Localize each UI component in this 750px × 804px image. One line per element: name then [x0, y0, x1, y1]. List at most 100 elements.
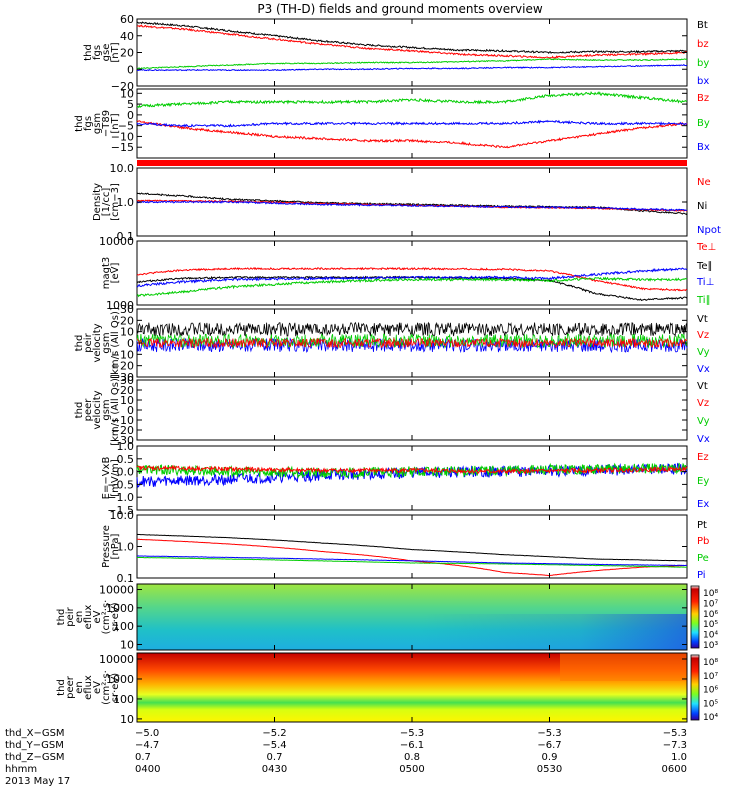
- y-tick-label: 10: [120, 638, 134, 651]
- y-tick-label: 10: [120, 713, 134, 726]
- y-axis-label: gsm: [101, 399, 112, 420]
- y-tick-label: 30: [120, 374, 134, 387]
- y-axis-label: sr·eV): [110, 602, 121, 631]
- colorbar-tick-label: 10⁷: [703, 599, 718, 609]
- y-axis-label: velocity: [92, 323, 103, 362]
- ephemeris-value: 0.9: [542, 752, 558, 763]
- ephemeris-label: hhmm: [5, 764, 37, 775]
- colorbar-tick-label: 10⁸: [703, 589, 718, 599]
- colorbar: [690, 585, 700, 649]
- series-line-Te⊥: [136, 266, 688, 292]
- legend-Vt: Vt: [697, 381, 708, 392]
- y-tick-label: 10: [120, 87, 134, 100]
- y-axis-label: (cm²·s·: [101, 670, 112, 705]
- panel-peer_spec: 10⁸ 10⁷ 10⁶ 10⁵ 10⁴ 10000 1000 100 10 thdpeerenef…: [56, 652, 718, 726]
- colorbar-tick-label: 10⁷: [703, 672, 718, 682]
- colorbar-tick-label: 10⁵: [703, 699, 718, 709]
- y-axis-label: gse: [101, 44, 112, 62]
- ephemeris-value: −7.3: [663, 740, 687, 751]
- panel-efield: Ez Ey Ex 1.00.50.0−0.5−1.0−1.5 E=−VxB[mV/m]: [101, 440, 709, 517]
- y-tick-label: 1000: [106, 673, 134, 686]
- legend-Te∥: Te∥: [696, 261, 713, 272]
- series-line-Ti⊥: [136, 267, 688, 288]
- y-axis-label: thd: [56, 679, 67, 696]
- peir-spec-lowflux: [420, 614, 687, 650]
- panel-peir_spec: 10⁸10⁷10⁶10⁵10⁴10³10000100010010thdpeire…: [56, 583, 718, 651]
- y-tick-label: −20: [111, 80, 134, 93]
- series-line-Npot: [136, 200, 688, 212]
- legend-Pe: Pe: [697, 553, 709, 564]
- series-line-Vz: [136, 337, 688, 350]
- y-tick-label: 10.0: [110, 162, 135, 175]
- y-axis-label: −T89: [101, 110, 112, 137]
- ephemeris-value: −4.7: [135, 740, 159, 751]
- y-tick-label: 100: [113, 693, 134, 706]
- legend-Pt: Pt: [697, 520, 707, 531]
- y-tick-label: 1.0: [117, 541, 135, 554]
- colorbar-tick-label: 10⁴: [703, 713, 718, 723]
- y-tick-label: 1000: [106, 602, 134, 615]
- ephemeris-value: 0500: [399, 764, 424, 775]
- ephemeris-value: −5.0: [135, 728, 159, 739]
- colorbar-tick-label: 10⁵: [703, 620, 718, 630]
- y-axis-label: [km/s (All Qs)]: [110, 307, 121, 379]
- series-line-Vy: [136, 333, 688, 349]
- ephemeris-value: −5.4: [262, 740, 286, 751]
- colorbar-tick-label: 10⁸: [703, 658, 718, 668]
- y-axis-label: gsm: [92, 113, 103, 134]
- y-tick-label: −1.0: [107, 491, 134, 504]
- y-tick-label: 100: [113, 620, 134, 633]
- y-axis-label: [km/s (All Qs)]: [110, 374, 121, 446]
- y-axis-label: peir: [65, 606, 76, 626]
- panel-pressure: Pt Pb Pe Pi 10.0 1.0 0.1 Pressure[nPa]: [101, 509, 709, 585]
- series-line-Bt: [136, 21, 688, 55]
- y-axis-label: peer: [65, 675, 76, 699]
- y-axis-label: velocity: [92, 390, 103, 429]
- y-axis-label: [nT]: [110, 42, 121, 62]
- y-axis-label: Pressure: [101, 525, 112, 568]
- y-axis-label: [nPa]: [110, 533, 121, 559]
- legend-Pb: Pb: [697, 536, 709, 547]
- chart-title: P3 (TH-D) fields and ground moments over…: [257, 2, 542, 16]
- series-line-Ti∥: [136, 276, 688, 298]
- y-axis-label: [eV]: [110, 263, 121, 284]
- y-tick-label: 0.1: [117, 230, 135, 243]
- ephemeris-label: thd_X−GSM: [5, 728, 65, 739]
- y-axis-label: Density: [92, 183, 103, 221]
- series-line-Ne: [136, 199, 688, 212]
- y-tick-label: 10.0: [110, 509, 135, 522]
- legend-Vy: Vy: [697, 416, 710, 427]
- legend-Vx: Vx: [697, 434, 710, 445]
- peer-spec-change: [560, 653, 687, 681]
- y-axis-label: eV: [92, 610, 103, 623]
- flag-bar: [137, 160, 687, 166]
- ephemeris-value: −6.1: [400, 740, 424, 751]
- ephemeris-value: −6.7: [537, 740, 561, 751]
- y-tick-label: 20: [120, 314, 134, 327]
- series-line-Pe: [136, 556, 687, 568]
- y-axis-label: sr·eV): [110, 673, 121, 702]
- y-tick-label: 0: [127, 404, 134, 417]
- legend-By: By: [697, 118, 710, 129]
- y-tick-label: 0: [127, 337, 134, 350]
- y-tick-label: 40: [120, 30, 134, 43]
- series-line-Ey: [136, 462, 688, 480]
- series-line-Bz: [136, 120, 688, 149]
- y-tick-label: −30: [111, 371, 134, 384]
- y-tick-label: 1.0: [117, 440, 135, 453]
- y-axis-label: en: [74, 611, 85, 624]
- panel-frame: [136, 240, 688, 306]
- legend-Te⊥: Te⊥: [696, 242, 716, 253]
- y-tick-label: 1000: [106, 299, 134, 312]
- y-tick-label: 5: [127, 98, 134, 111]
- y-axis-label: fgs: [92, 45, 103, 60]
- legend-Npot: Npot: [697, 225, 721, 236]
- y-tick-label: −20: [111, 424, 134, 437]
- panel-density: Ne Ni Npot 10.0 1.0 0.1 Density[1/cc][cm−3]: [92, 162, 721, 243]
- legend-Vy: Vy: [697, 347, 710, 358]
- y-tick-label: 10000: [99, 653, 134, 666]
- y-tick-label: 10000: [99, 235, 134, 248]
- y-tick-label: −20: [111, 360, 134, 373]
